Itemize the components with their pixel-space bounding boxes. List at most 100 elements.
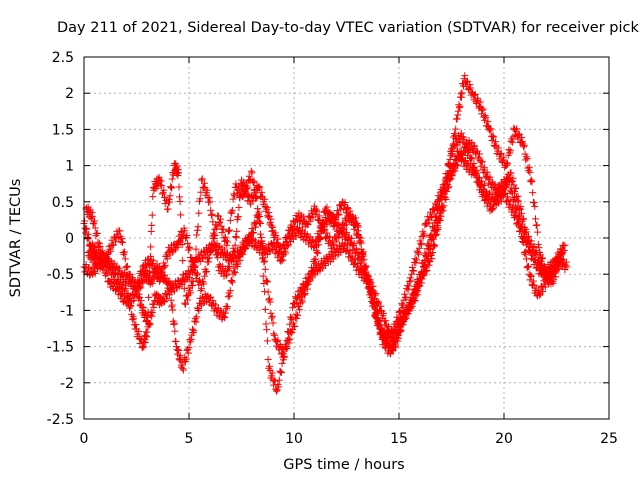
data-point — [175, 183, 183, 191]
data-point — [487, 205, 495, 213]
data-points — [80, 72, 571, 395]
data-point — [232, 233, 240, 241]
data-point — [313, 207, 321, 215]
data-point — [116, 266, 124, 274]
data-point — [522, 156, 530, 164]
data-point — [148, 221, 156, 229]
data-point — [256, 230, 264, 238]
data-point — [198, 175, 206, 183]
data-point — [121, 255, 129, 263]
data-point — [508, 138, 516, 146]
data-point — [285, 230, 293, 238]
data-point — [276, 367, 284, 375]
data-point — [161, 200, 169, 208]
data-point — [525, 163, 533, 171]
data-point — [196, 195, 204, 203]
data-point — [340, 224, 348, 232]
data-point — [263, 278, 271, 286]
data-point — [312, 206, 320, 214]
data-point — [258, 188, 266, 196]
data-point — [466, 84, 474, 92]
data-point — [173, 162, 181, 170]
data-point — [356, 238, 364, 246]
data-point — [192, 245, 200, 253]
data-point — [529, 189, 537, 197]
data-point — [266, 218, 274, 226]
data-point — [270, 331, 278, 339]
data-point — [291, 223, 299, 231]
data-point — [176, 193, 184, 201]
data-point — [425, 261, 433, 269]
data-point — [168, 303, 176, 311]
data-point — [525, 262, 532, 270]
data-point — [306, 217, 314, 225]
data-point — [283, 238, 291, 246]
data-point — [312, 211, 320, 219]
data-point — [532, 215, 539, 223]
data-point — [260, 258, 268, 266]
data-point — [148, 211, 156, 219]
data-point — [270, 330, 278, 338]
data-point — [138, 344, 146, 352]
data-point — [170, 319, 178, 327]
data-point — [269, 319, 277, 327]
data-point — [148, 312, 156, 320]
data-point — [158, 190, 166, 198]
x-tick-label: 25 — [600, 431, 618, 447]
data-point — [111, 271, 119, 279]
data-point — [273, 386, 281, 394]
data-point — [261, 288, 269, 296]
data-point — [91, 217, 98, 225]
data-point — [293, 314, 301, 322]
data-point — [225, 267, 233, 275]
data-point — [172, 338, 180, 346]
data-point — [189, 325, 196, 333]
data-point — [176, 198, 184, 206]
data-point — [454, 107, 462, 115]
data-point — [523, 264, 531, 272]
data-point — [94, 238, 102, 246]
y-tick-label: -0.5 — [47, 267, 74, 283]
y-tick-label: -1.5 — [47, 340, 74, 356]
y-tick-label: 1.5 — [52, 122, 74, 138]
data-point — [226, 262, 234, 270]
data-point — [160, 186, 168, 194]
data-point — [342, 216, 350, 224]
data-point — [323, 229, 331, 237]
data-point — [88, 212, 96, 220]
data-point — [182, 300, 189, 308]
data-point — [177, 211, 185, 219]
data-point — [156, 176, 164, 184]
data-point — [335, 234, 343, 242]
data-point — [112, 270, 119, 278]
data-point — [528, 178, 536, 186]
data-point — [194, 223, 202, 231]
data-point — [81, 217, 89, 225]
data-point — [147, 243, 155, 251]
data-point — [350, 240, 358, 248]
data-point — [457, 93, 465, 101]
data-point — [193, 231, 201, 239]
data-point — [195, 209, 203, 217]
data-point — [143, 328, 151, 336]
data-point — [87, 213, 95, 221]
data-point — [261, 265, 269, 273]
data-point — [530, 199, 538, 207]
data-point — [206, 198, 214, 206]
data-point — [119, 238, 126, 246]
data-point — [119, 249, 127, 257]
data-point — [563, 263, 571, 271]
data-point — [167, 296, 175, 304]
data-point — [354, 254, 362, 262]
data-point — [145, 276, 153, 284]
data-point — [132, 321, 140, 329]
data-point — [147, 227, 155, 235]
data-point — [338, 228, 346, 236]
data-point — [130, 315, 138, 323]
data-point — [280, 245, 288, 253]
data-point — [352, 244, 360, 252]
data-point — [234, 213, 242, 221]
data-point — [179, 271, 187, 279]
y-tick-label: 2 — [65, 86, 74, 102]
y-tick-label: 0 — [65, 231, 74, 247]
